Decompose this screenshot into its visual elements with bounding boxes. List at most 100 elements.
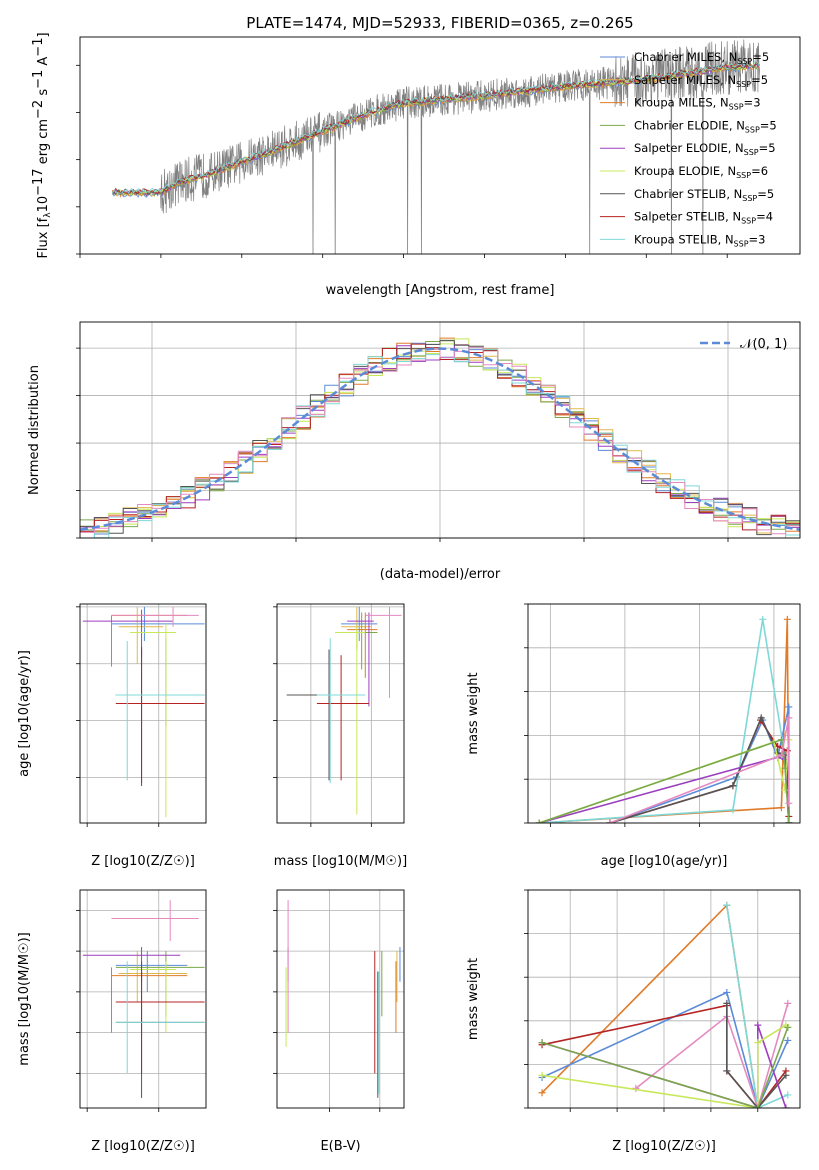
legend-entry: Chabrier STELIB, NSSP=5 — [634, 187, 774, 203]
weight-line — [541, 1027, 789, 1108]
legend-n: N — [735, 141, 744, 155]
legend-sub: SSP — [745, 125, 760, 134]
axes-frame — [276, 603, 405, 824]
weight-marker — [535, 819, 543, 823]
axes-frame — [79, 321, 801, 539]
y-label-part: erg cm — [36, 119, 51, 168]
weight-marker — [785, 799, 793, 807]
legend-entry: Kroupa MILES, NSSP=3 — [634, 96, 761, 112]
legend-sub: SSP — [742, 194, 757, 203]
legend-nssp: 3 — [753, 96, 760, 110]
weight-marker — [729, 782, 737, 790]
legend-entry: Kroupa STELIB, NSSP=3 — [634, 232, 766, 248]
residual-histogram — [80, 340, 800, 536]
legend-nssp: 5 — [762, 50, 769, 64]
weight-marker — [783, 615, 791, 623]
weight-lines — [538, 901, 792, 1108]
legend-n: N — [732, 210, 741, 224]
axes-frame — [79, 36, 801, 255]
legend-nssp: 5 — [767, 187, 774, 201]
legend-name: Salpeter MILES — [634, 73, 720, 87]
legend-name: Salpeter STELIB — [634, 210, 725, 224]
legend-nssp: 5 — [769, 118, 776, 132]
weight-marker — [757, 714, 765, 722]
weight-marker — [777, 804, 785, 812]
weight-marker — [777, 751, 785, 759]
legend-eq: = — [752, 50, 762, 64]
legend-nssp: 6 — [761, 164, 768, 178]
y-axis-label: Flux [fλ10−17 erg cm−2 s−1 A−1] — [31, 32, 53, 258]
y-axis-label: mass weight — [466, 958, 481, 1040]
legend-eq: = — [744, 96, 754, 110]
legend-gap: , — [713, 96, 720, 110]
panel-age-vs-Z: Z [log10(Z/Z☉)] age [log10(age/yr)] — [17, 603, 207, 869]
y-axis-label: age [log10(age/yr)] — [17, 650, 32, 777]
weight-marker — [754, 1104, 762, 1108]
legend-n: N — [720, 96, 729, 110]
legend-n: N — [727, 73, 736, 87]
normal-curve — [80, 347, 800, 531]
weight-marker — [784, 1036, 792, 1044]
legend-nssp: 3 — [758, 232, 765, 246]
axes-frame — [79, 603, 207, 824]
legend-entry: 𝒩(0, 1) — [740, 337, 787, 352]
weight-marker — [784, 1091, 792, 1099]
weight-marker — [729, 806, 737, 814]
y-label-part: −1 — [31, 70, 46, 89]
weight-line — [541, 1024, 787, 1108]
legend-sub: SSP — [729, 103, 744, 112]
weight-line — [539, 619, 790, 823]
legend-entry: Salpeter MILES, NSSP=5 — [634, 73, 768, 89]
x-axis-label: E(B-V) — [320, 1139, 360, 1154]
axes-frame — [276, 889, 405, 1109]
y-label-part: ] — [36, 32, 51, 37]
legend-nssp: 4 — [766, 210, 773, 224]
panel-mass-weight-vs-Z: Z [log10(Z/Z☉)] mass weight — [466, 889, 801, 1154]
y-label-part: −2 — [31, 100, 46, 119]
legend-n: N — [734, 187, 743, 201]
legend-nssp: 5 — [768, 141, 775, 155]
legend-gap: , — [721, 50, 728, 64]
weight-marker — [538, 1071, 546, 1079]
legend-gap: , — [718, 232, 725, 246]
legend-gap: , — [729, 118, 736, 132]
legend-name: Salpeter ELODIE — [634, 141, 728, 155]
x-axis-label: age [log10(age/yr)] — [601, 854, 728, 869]
x-axis-label: Z [log10(Z/Z☉)] — [612, 1139, 716, 1154]
legend-n: N — [729, 50, 738, 64]
legend-entry: Chabrier ELODIE, NSSP=5 — [634, 118, 777, 134]
errorbars — [82, 900, 205, 1098]
y-label-part: −17 — [31, 168, 46, 195]
x-axis-label: mass [log10(M/M☉)] — [274, 854, 407, 869]
x-axis-label: Z [log10(Z/Z☉)] — [91, 854, 195, 869]
legend-entry: Chabrier MILES, NSSP=5 — [634, 50, 769, 66]
weight-marker — [538, 1089, 546, 1097]
legend-name: Chabrier MILES — [634, 50, 721, 64]
legend-sub: SSP — [734, 239, 749, 248]
axes-frame — [527, 603, 801, 824]
legend-entry: Kroupa ELODIE, NSSP=6 — [634, 164, 768, 180]
weight-line — [609, 717, 790, 823]
weight-line — [635, 1003, 789, 1108]
panel-mass-vs-Z: Z [log10(Z/Z☉)] mass [log10(M/M☉)] — [17, 889, 207, 1154]
residual-histogram — [80, 343, 800, 532]
weight-marker — [782, 1071, 790, 1079]
weight-marker — [785, 714, 793, 722]
legend-name: Chabrier STELIB — [634, 187, 726, 201]
weight-marker — [723, 999, 731, 1007]
y-axis-label: Normed distribution — [27, 365, 42, 495]
x-axis-label: Z [log10(Z/Z☉)] — [91, 1139, 195, 1154]
weight-marker — [754, 1021, 762, 1029]
weight-marker — [754, 1039, 762, 1047]
legend-n: N — [727, 164, 736, 178]
y-axis-label: mass [log10(M/M☉)] — [17, 932, 32, 1065]
y-label-part: A — [36, 57, 51, 70]
weight-line — [538, 738, 790, 823]
x-axis-label: (data-model)/error — [380, 567, 501, 582]
weight-marker — [723, 988, 731, 996]
legend-gap: , — [720, 73, 727, 87]
panel-age-vs-mass: mass [log10(M/M☉)] — [273, 603, 407, 869]
panel-residuals: 𝒩(0, 1) (data-model)/error Normed distribu… — [27, 321, 801, 582]
legend-n: N — [736, 118, 745, 132]
